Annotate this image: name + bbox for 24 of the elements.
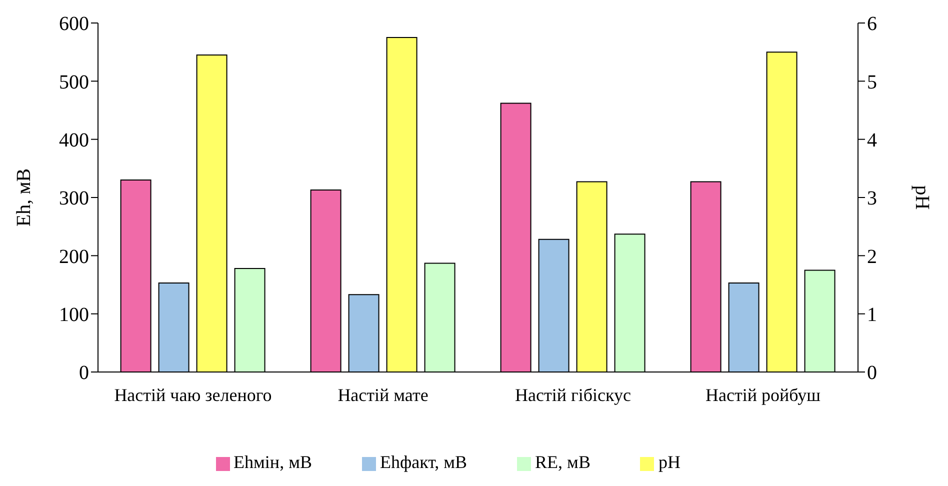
y2-tick-label: 0 [867,362,877,384]
y2-axis-title: pH [910,185,933,210]
y-tick-label: 0 [79,362,89,384]
y-tick-label: 200 [59,246,89,268]
y2-tick-label: 4 [867,129,877,152]
legend-label: Ehфакт, мВ [380,452,468,472]
x-tick-label: Настій чаю зеленого [114,384,272,405]
y2-tick-label: 3 [867,188,877,210]
y2-tick-label: 6 [867,13,877,36]
y-tick-label: 100 [59,304,89,326]
legend-label: pH [658,452,680,472]
y-tick-label: 300 [59,188,89,210]
y2-tick-label: 2 [867,246,877,268]
x-tick-label: Настій ройбуш [706,384,821,405]
y2-tick-label: 5 [867,71,877,94]
x-tick-label: Настій гібіскус [515,384,631,405]
legend-label: RE, мВ [535,452,590,472]
x-tick-label: Настій мате [338,384,428,405]
y-axis-title: Eh, мВ [13,168,36,227]
y-tick-label: 500 [59,71,89,94]
legend-label: Ehмін, мВ [234,452,312,472]
y2-tick-label: 1 [867,304,877,326]
y-tick-label: 400 [59,129,89,152]
y-tick-label: 600 [59,13,89,36]
